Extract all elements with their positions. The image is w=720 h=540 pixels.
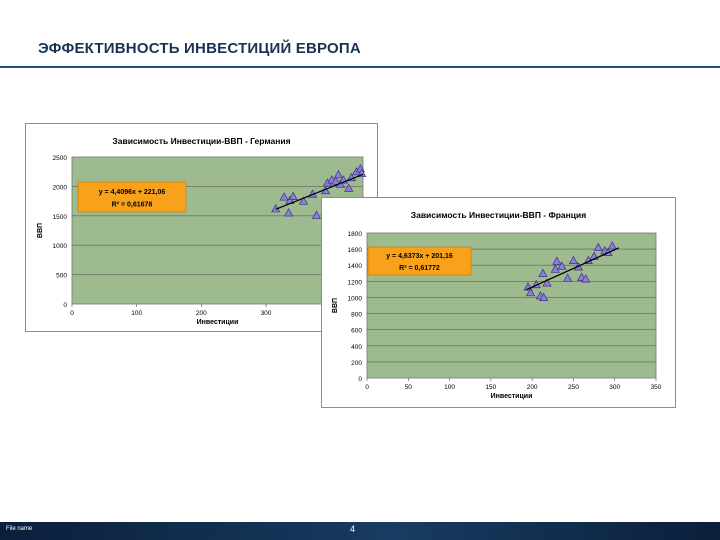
france-y-tick-label: 1400 <box>348 263 363 270</box>
germany-data-point <box>298 196 309 205</box>
germany-y-tick-label: 2500 <box>53 155 68 162</box>
france-y-tick-label: 0 <box>358 376 362 383</box>
page-number: 4 <box>350 524 356 534</box>
france-data-point <box>538 268 548 277</box>
france-x-tick-label: 150 <box>485 384 496 391</box>
germany-x-tick-label: 200 <box>196 310 207 317</box>
france-x-tick-label: 250 <box>568 384 579 391</box>
germany-data-point <box>284 208 294 217</box>
germany-data-point <box>357 168 367 178</box>
germany-y-tick-label: 1500 <box>53 214 68 221</box>
germany-chart: Зависимость Инвестиции-ВВП - Германия 0 50… <box>25 123 378 332</box>
france-y-tick-label: 400 <box>351 344 362 351</box>
france-x-tick-label: 350 <box>651 384 662 391</box>
france-data-point <box>557 261 567 270</box>
slide-title: ЭФФЕКТИВНОСТЬ ИНВЕСТИЦИЙ ЕВРОПА <box>38 40 361 57</box>
germany-plot-area <box>71 156 364 305</box>
germany-x-axis-label: Инвестиции <box>197 319 239 326</box>
germany-equation-box <box>77 181 187 213</box>
france-x-tick-label: 50 <box>405 384 413 391</box>
germany-y-tick-label: 2000 <box>53 184 68 191</box>
germany-data-point <box>346 172 356 182</box>
footer-bar: File name 4 <box>0 522 720 540</box>
germany-x-tick-label: 300 <box>261 310 272 317</box>
germany-data-point <box>331 176 341 185</box>
france-data-point <box>552 256 562 265</box>
france-equation-box <box>367 246 472 276</box>
france-data-point <box>583 255 593 264</box>
france-data-point <box>607 241 617 250</box>
france-y-tick-label: 1800 <box>348 231 363 238</box>
germany-data-point <box>288 191 298 200</box>
france-y-tick-label: 1000 <box>348 295 363 302</box>
germany-data-point <box>344 183 354 192</box>
france-data-point <box>581 274 591 283</box>
title-divider <box>0 66 720 68</box>
france-data-point <box>542 278 552 287</box>
france-data-point <box>563 273 573 282</box>
france-trendline <box>526 247 620 291</box>
france-data-point <box>550 264 560 273</box>
france-x-tick-label: 200 <box>527 384 538 391</box>
germany-chart-title: Зависимость Инвестиции-ВВП - Германия <box>112 136 290 146</box>
france-data-point <box>525 287 536 297</box>
france-x-tick-label: 0 <box>365 384 369 391</box>
france-y-axis-label: ВВП <box>332 298 339 313</box>
france-equation-text: y = 4,6373x + 201,16 <box>386 253 453 260</box>
france-x-axis-label: Инвестиции <box>491 393 533 400</box>
france-x-tick-label: 100 <box>444 384 455 391</box>
germany-x-tick-label: 0 <box>70 310 74 317</box>
footer-file-name: File name <box>6 526 33 532</box>
france-y-tick-label: 1600 <box>348 247 363 254</box>
france-data-point <box>568 255 579 264</box>
france-data-point <box>539 292 549 301</box>
germany-y-tick-label: 500 <box>56 273 67 280</box>
france-chart: Зависимость Инвестиции-ВВП - Франция 0 200… <box>321 197 676 408</box>
france-data-point <box>593 242 603 252</box>
france-chart-title: Зависимость Инвестиции-ВВП - Франция <box>411 210 586 220</box>
germany-y-tick-label: 1000 <box>53 243 68 250</box>
france-y-tick-label: 200 <box>351 360 362 367</box>
france-y-tick-label: 600 <box>351 328 362 335</box>
germany-data-point <box>333 169 344 179</box>
germany-y-axis-label: ВВП <box>37 223 44 238</box>
germany-r2-text: R² = 0,61678 <box>112 202 153 209</box>
germany-chart-svg: Зависимость Инвестиции-ВВП - Германия 0 50… <box>37 136 367 326</box>
france-y-tick-label: 1200 <box>348 279 363 286</box>
germany-y-tick-label: 0 <box>63 302 67 309</box>
germany-data-point <box>279 192 289 201</box>
france-x-tick-label: 300 <box>609 384 620 391</box>
germany-x-tick-label: 100 <box>131 310 142 317</box>
france-r2-text: R² = 0,61772 <box>399 265 440 272</box>
france-chart-svg: Зависимость Инвестиции-ВВП - Франция 0 200… <box>332 210 662 400</box>
germany-trendline <box>275 173 364 210</box>
france-y-tick-label: 800 <box>351 312 362 319</box>
germany-data-point <box>311 210 322 219</box>
germany-equation-text: y = 4,4096x + 221,06 <box>99 189 166 196</box>
